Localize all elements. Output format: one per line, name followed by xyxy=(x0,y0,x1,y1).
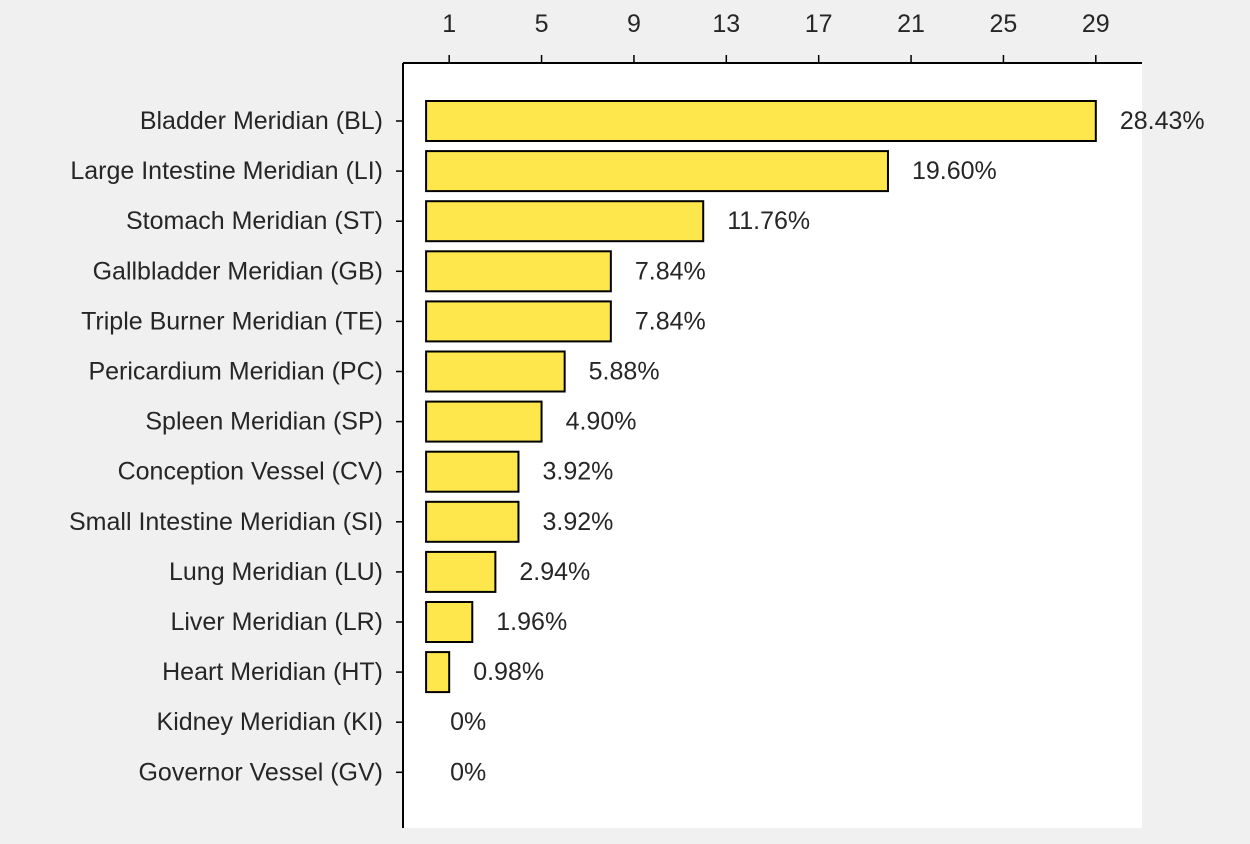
x-tick-label: 5 xyxy=(535,10,549,38)
x-tick-label: 17 xyxy=(805,10,833,38)
data-label: 7.84% xyxy=(635,307,706,335)
category-label: Stomach Meridian (ST) xyxy=(126,207,383,235)
data-label: 3.92% xyxy=(542,458,613,486)
category-label: Lung Meridian (LU) xyxy=(169,558,383,586)
data-label: 0% xyxy=(450,708,486,736)
x-tick-label: 9 xyxy=(627,10,641,38)
x-tick-label: 13 xyxy=(712,10,740,38)
bar xyxy=(425,450,520,493)
data-label: 11.76% xyxy=(727,207,810,235)
bar xyxy=(425,500,520,543)
category-label: Gallbladder Meridian (GB) xyxy=(93,257,383,285)
data-label: 5.88% xyxy=(589,358,660,386)
category-label: Spleen Meridian (SP) xyxy=(145,408,383,436)
x-tick-label: 1 xyxy=(442,10,456,38)
axis-layer xyxy=(396,55,1142,828)
labels-layer: Bladder Meridian (BL) 28.43% Large Intesti… xyxy=(69,10,1205,786)
bar xyxy=(425,300,612,343)
category-label: Bladder Meridian (BL) xyxy=(140,107,383,135)
x-tick-label: 25 xyxy=(990,10,1018,38)
data-label: 7.84% xyxy=(635,257,706,285)
data-label: 0.98% xyxy=(473,658,544,686)
category-label: Large Intestine Meridian (LI) xyxy=(70,157,383,185)
data-label: 4.90% xyxy=(566,408,637,436)
bar xyxy=(425,100,1097,142)
bars-layer xyxy=(425,100,1097,694)
data-label: 19.60% xyxy=(912,157,997,185)
bar xyxy=(425,400,543,443)
bar xyxy=(425,350,566,393)
data-label: 3.92% xyxy=(542,508,613,536)
category-label: Governor Vessel (GV) xyxy=(138,758,383,786)
data-label: 28.43% xyxy=(1120,107,1205,135)
category-label: Small Intestine Meridian (SI) xyxy=(69,508,383,536)
bar xyxy=(425,200,705,243)
bar xyxy=(425,651,451,694)
category-label: Liver Meridian (LR) xyxy=(170,608,383,636)
x-tick-label: 21 xyxy=(897,10,925,38)
data-label: 2.94% xyxy=(519,558,590,586)
category-label: Heart Meridian (HT) xyxy=(162,658,383,686)
bar xyxy=(425,250,612,293)
bar xyxy=(425,150,889,193)
bar xyxy=(425,550,497,593)
category-label: Triple Burner Meridian (TE) xyxy=(81,307,383,335)
data-label: 1.96% xyxy=(496,608,567,636)
category-label: Conception Vessel (CV) xyxy=(118,458,383,486)
x-tick-label: 29 xyxy=(1082,10,1110,38)
category-label: Kidney Meridian (KI) xyxy=(157,708,383,736)
category-label: Pericardium Meridian (PC) xyxy=(88,358,383,386)
bar xyxy=(425,601,474,643)
data-label: 0% xyxy=(450,758,486,786)
